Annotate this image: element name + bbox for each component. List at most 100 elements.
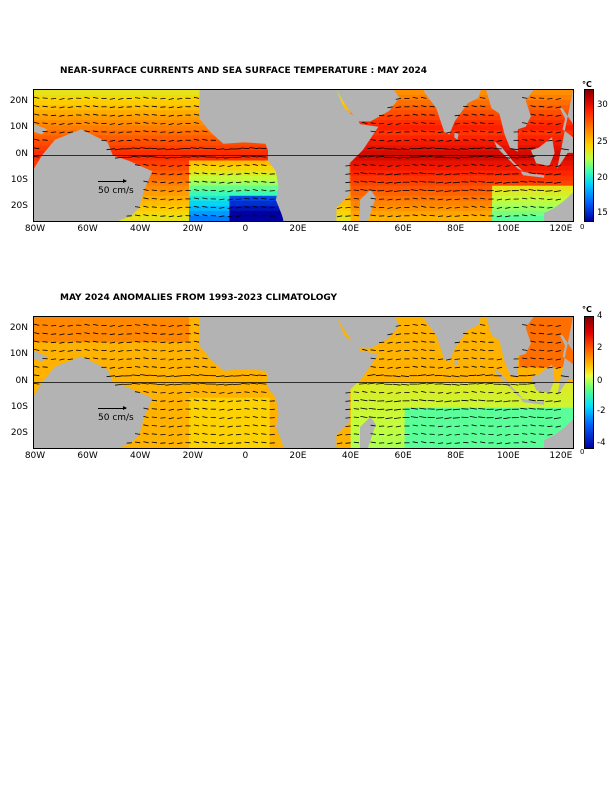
ocean-cell (505, 377, 513, 384)
ocean-cell (175, 180, 183, 187)
ocean-cell (546, 417, 554, 424)
ocean-cell (162, 357, 170, 363)
ocean-cell (391, 115, 399, 121)
ocean-cell (175, 205, 183, 212)
ocean-cell (532, 130, 540, 136)
ocean-cell (155, 210, 163, 217)
current-vector (224, 148, 233, 151)
ocean-cell (471, 165, 480, 172)
ocean-cell (162, 317, 170, 323)
ocean-cell (81, 352, 89, 358)
current-vector (160, 400, 166, 402)
ocean-cell (566, 150, 573, 157)
ocean-cell (377, 135, 385, 141)
ocean-cell (445, 387, 453, 394)
ocean-cell (539, 347, 547, 353)
ocean-cell (34, 367, 42, 373)
ocean-cell (269, 417, 278, 424)
ocean-cell (370, 382, 379, 389)
current-vector (244, 189, 250, 191)
ocean-cell (162, 412, 170, 419)
current-vector (151, 214, 158, 217)
ocean-cell (512, 160, 520, 167)
ocean-cell (141, 216, 150, 221)
ocean-cell (485, 347, 493, 353)
current-vector (345, 190, 351, 192)
current-vector (59, 325, 65, 327)
ocean-cell (175, 342, 183, 348)
ocean-cell (135, 443, 143, 448)
ocean-cell (471, 200, 480, 207)
current-vector (479, 105, 486, 108)
ocean-cell (263, 443, 271, 448)
ocean-cell (391, 342, 399, 348)
ocean-cell (182, 180, 190, 187)
ocean-cell (256, 190, 264, 197)
current-vector (528, 172, 536, 175)
ocean-cell (148, 362, 156, 368)
current-vector (471, 105, 477, 108)
ocean-cell (505, 412, 513, 419)
ocean-cell (175, 397, 183, 404)
ocean-cell (364, 145, 372, 151)
ocean-cell (397, 407, 406, 414)
ocean-cell (411, 145, 419, 151)
current-vector (395, 123, 402, 125)
ocean-cell (242, 165, 251, 172)
ocean-cell (162, 437, 170, 444)
ocean-cell (505, 427, 513, 434)
ocean-cell (229, 145, 237, 151)
current-vector (547, 198, 553, 201)
ocean-cell (209, 432, 217, 439)
ocean-cell (532, 195, 540, 202)
current-vector (84, 323, 90, 326)
ocean-cell (168, 130, 177, 136)
ocean-cell (424, 417, 433, 424)
ocean-cell (87, 130, 96, 136)
ocean-cell (458, 125, 466, 131)
current-vector (385, 173, 393, 176)
ocean-cell (370, 165, 379, 172)
ocean-cell (195, 443, 203, 448)
ocean-cell (141, 367, 150, 373)
ocean-cell (465, 170, 473, 177)
ocean-cell (74, 322, 82, 328)
ocean-cell (229, 200, 237, 207)
current-vector (59, 114, 65, 117)
ocean-cell (391, 145, 399, 151)
ocean-cell (478, 105, 486, 111)
ocean-cell (438, 412, 446, 419)
ocean-cell (431, 377, 439, 384)
ocean-cell (168, 190, 177, 197)
ocean-cell (236, 382, 244, 389)
ocean-cell (505, 210, 513, 217)
ocean-cell (209, 367, 217, 373)
ocean-cell (377, 417, 385, 424)
ocean-cell (209, 155, 217, 162)
ocean-cell (276, 443, 284, 448)
ocean-cell (411, 165, 419, 172)
ocean-cell (357, 392, 365, 399)
ocean-cell (269, 407, 278, 414)
ocean-cell (391, 352, 399, 358)
ocean-cell (465, 392, 473, 399)
ocean-cell (162, 337, 170, 343)
ocean-cell (438, 357, 446, 363)
ocean-cell (370, 407, 379, 414)
ocean-cell (418, 160, 426, 167)
ocean-cell (40, 100, 48, 106)
ocean-cell (559, 362, 567, 368)
ocean-cell (552, 95, 561, 101)
ocean-cell (148, 332, 156, 338)
ocean-cell (148, 392, 156, 399)
ocean-cell (148, 352, 156, 358)
ocean-cell (418, 377, 426, 384)
ocean-cell (249, 150, 257, 157)
ocean-cell (505, 175, 513, 182)
ocean-cell (519, 417, 527, 424)
ocean-cell (195, 397, 203, 404)
ocean-cell (505, 160, 513, 167)
current-vector (168, 106, 174, 109)
ocean-cell (87, 120, 96, 126)
current-vector (42, 341, 48, 343)
